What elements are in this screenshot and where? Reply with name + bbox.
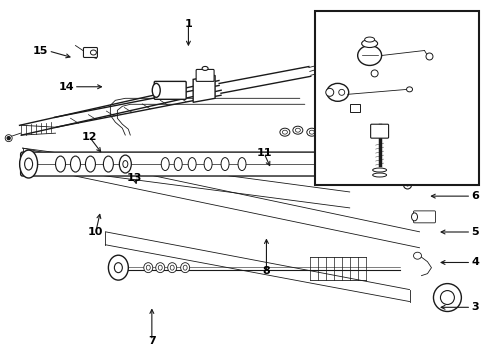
Ellipse shape [170,265,174,270]
Ellipse shape [295,128,300,132]
Ellipse shape [306,128,316,136]
Ellipse shape [108,255,128,280]
Ellipse shape [167,263,176,273]
Text: 7: 7 [148,336,155,346]
Text: 4: 4 [470,257,478,267]
Ellipse shape [406,87,412,92]
Text: 8: 8 [262,266,270,276]
FancyBboxPatch shape [358,154,380,166]
Ellipse shape [432,284,461,311]
Ellipse shape [90,50,96,55]
Ellipse shape [202,67,208,71]
Ellipse shape [361,40,377,48]
Ellipse shape [24,158,33,170]
Ellipse shape [282,130,287,134]
Ellipse shape [188,158,196,171]
Ellipse shape [174,158,182,171]
Ellipse shape [292,126,302,134]
Ellipse shape [152,84,160,97]
FancyBboxPatch shape [370,124,388,138]
FancyBboxPatch shape [154,81,186,99]
Ellipse shape [309,130,314,134]
Text: 1: 1 [184,19,192,29]
Ellipse shape [279,128,289,136]
Ellipse shape [238,158,245,171]
Ellipse shape [143,263,152,273]
Ellipse shape [411,213,417,221]
Ellipse shape [120,156,130,172]
Ellipse shape [85,156,95,172]
Ellipse shape [158,265,162,270]
Ellipse shape [156,263,164,273]
Ellipse shape [119,155,131,173]
Ellipse shape [146,265,150,270]
Ellipse shape [425,53,432,60]
Ellipse shape [413,252,421,259]
Ellipse shape [183,265,187,270]
Text: 14: 14 [58,82,74,92]
Ellipse shape [372,168,386,172]
FancyBboxPatch shape [413,211,435,223]
Text: 11: 11 [256,148,271,158]
Ellipse shape [180,263,189,273]
Ellipse shape [364,37,374,42]
Ellipse shape [370,70,377,77]
Ellipse shape [20,150,38,178]
Text: 10: 10 [88,227,103,237]
Ellipse shape [337,150,351,170]
FancyBboxPatch shape [83,48,97,58]
Ellipse shape [326,84,348,101]
Ellipse shape [338,89,344,95]
Ellipse shape [7,137,10,140]
Text: 3: 3 [470,302,478,312]
Ellipse shape [328,62,334,67]
Text: 15: 15 [33,46,48,56]
Ellipse shape [403,181,411,189]
Ellipse shape [325,88,333,96]
Text: 9: 9 [320,132,328,142]
Ellipse shape [372,173,386,177]
FancyBboxPatch shape [196,69,214,81]
Ellipse shape [389,157,395,163]
Ellipse shape [203,158,212,171]
Ellipse shape [376,49,382,54]
Ellipse shape [221,158,228,171]
Ellipse shape [405,184,408,186]
Ellipse shape [122,161,127,167]
FancyBboxPatch shape [349,104,359,112]
Text: 12: 12 [81,132,97,142]
Ellipse shape [440,291,453,305]
Ellipse shape [161,158,169,171]
Polygon shape [193,75,215,102]
Ellipse shape [333,146,355,174]
Text: 13: 13 [127,173,142,183]
Ellipse shape [103,156,113,172]
Text: 6: 6 [470,191,478,201]
Text: 5: 5 [470,227,478,237]
Text: 2: 2 [442,12,450,22]
Bar [314,11,478,185]
Ellipse shape [5,135,12,141]
Ellipse shape [114,263,122,273]
Ellipse shape [70,156,81,172]
Ellipse shape [56,156,65,172]
Ellipse shape [357,45,381,66]
FancyBboxPatch shape [20,152,403,176]
